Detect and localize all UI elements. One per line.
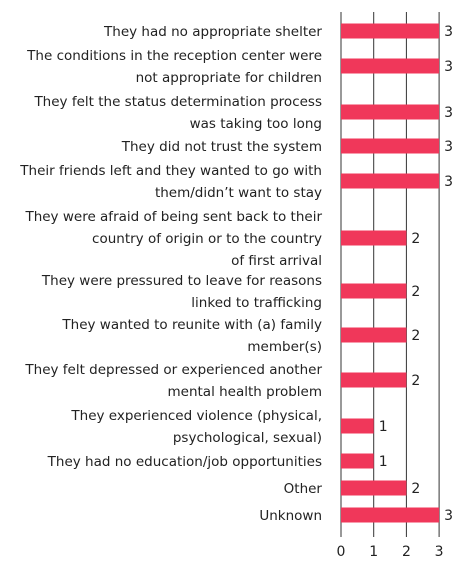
bar [341,283,407,299]
value-label: 1 [379,419,388,435]
value-label: 2 [411,373,420,389]
category-label: Unknown [259,508,322,524]
x-tick-label: 0 [337,544,346,560]
x-tick-label: 1 [369,544,378,560]
bar [341,453,374,469]
value-label: 2 [411,231,420,247]
category-label: Their friends left and they wanted to go… [19,163,322,201]
x-tick-label: 3 [435,544,444,560]
category-label: Other [284,481,323,497]
value-label: 2 [411,481,420,497]
value-label: 3 [444,24,453,40]
bar [341,58,440,74]
value-label: 3 [444,59,453,75]
bar [341,138,440,154]
category-label: They wanted to reunite with (a) family me… [61,317,322,355]
value-label: 3 [444,139,453,155]
value-label: 2 [411,328,420,344]
bar [341,418,374,434]
bar [341,104,440,120]
bar [341,230,407,246]
bars [341,23,440,523]
bar [341,23,440,39]
value-label: 3 [444,105,453,121]
gridlines [340,12,440,537]
category-label: They were pressured to leave for reasons… [41,273,322,311]
category-label: They felt the status determination proce… [33,94,322,132]
category-label: They were afraid of being sent back to t… [24,209,322,269]
bar [341,173,440,189]
category-label: They did not trust the system [121,139,322,155]
value-label: 2 [411,284,420,300]
x-tick-label: 2 [402,544,411,560]
category-label: They had no education/job opportunities [47,454,322,470]
category-label: The conditions in the reception center w… [26,48,322,86]
bar [341,507,440,523]
value-label: 3 [444,508,453,524]
category-label: They experienced violence (physical, psyc… [70,408,322,446]
bar [341,480,407,496]
bar [341,327,407,343]
category-label: They had no appropriate shelter [103,24,322,40]
value-label: 3 [444,174,453,190]
bar [341,372,407,388]
category-label: They felt depressed or experienced anoth… [24,362,322,400]
category-labels: They had no appropriate shelter The condi… [19,24,322,524]
value-label: 1 [379,454,388,470]
x-axis-ticks: 0 1 2 3 [337,544,444,560]
value-labels: 3 3 3 3 3 2 2 2 2 1 1 2 3 [379,24,453,524]
